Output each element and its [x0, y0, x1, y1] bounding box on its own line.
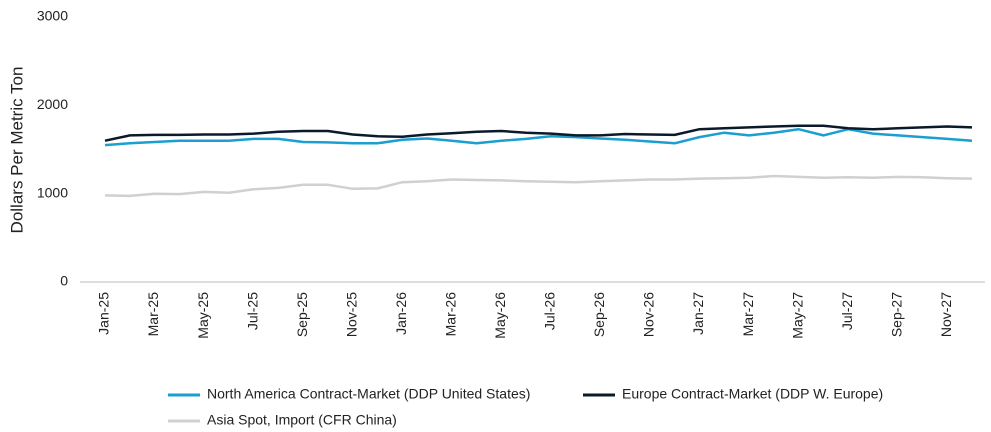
y-tick-label: 0: [60, 273, 68, 289]
x-tick-label: Nov-27: [938, 292, 954, 337]
legend-label: Europe Contract-Market (DDP W. Europe): [622, 386, 883, 402]
x-tick-label: Jul-26: [542, 292, 558, 330]
x-tick-label: Nov-25: [343, 292, 359, 337]
x-tick-label: Mar-27: [740, 292, 756, 337]
legend-label: Asia Spot, Import (CFR China): [207, 412, 397, 428]
x-tick-label: May-25: [195, 292, 211, 339]
series-line: [104, 127, 973, 147]
x-tick-label: Mar-26: [443, 292, 459, 337]
y-tick-label: 2000: [37, 96, 68, 112]
x-tick-label: Sep-27: [888, 292, 904, 337]
x-tick-label: Jul-25: [244, 292, 260, 330]
series-line: [104, 124, 973, 142]
legend-label: North America Contract-Market (DDP Unite…: [207, 386, 530, 402]
y-tick-label: 3000: [37, 8, 68, 24]
x-tick-label: Jul-27: [839, 292, 855, 330]
x-tick-label: Mar-25: [145, 292, 161, 337]
y-tick-label: 1000: [37, 184, 68, 200]
x-tick-label: Nov-26: [641, 292, 657, 337]
x-tick-label: May-26: [492, 292, 508, 339]
y-axis-title: Dollars Per Metric Ton: [7, 67, 26, 234]
x-tick-label: Sep-26: [591, 292, 607, 337]
x-tick-label: Jan-25: [96, 292, 112, 335]
x-tick-label: Jan-26: [393, 292, 409, 335]
x-tick-label: Sep-25: [294, 292, 310, 337]
x-tick-label: May-27: [789, 292, 805, 339]
x-tick-label: Jan-27: [690, 292, 706, 335]
series-line: [104, 174, 973, 198]
